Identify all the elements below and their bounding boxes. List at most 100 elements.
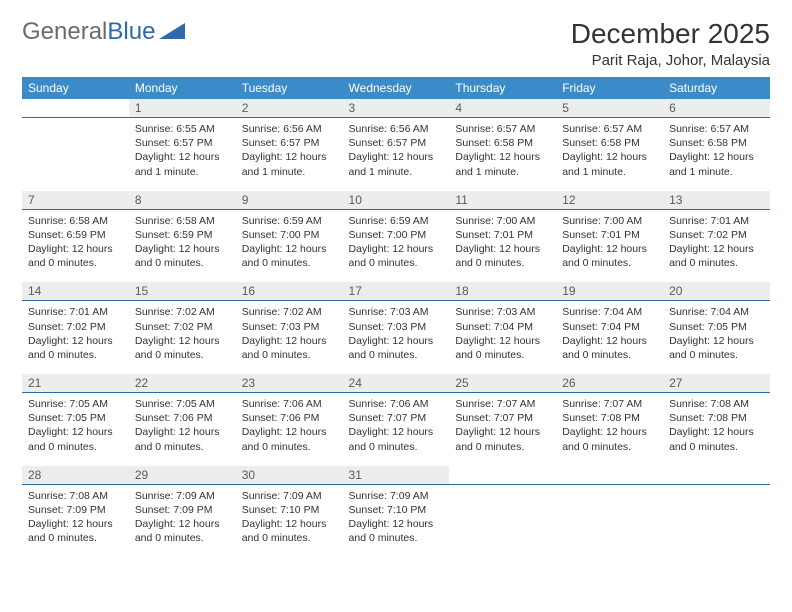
sunrise-text: Sunrise: 7:04 AM: [562, 305, 657, 319]
day-number-row: 78910111213: [22, 191, 770, 210]
day-number: 8: [129, 191, 236, 210]
daylight-text: Daylight: 12 hours and 0 minutes.: [562, 425, 657, 453]
sunset-text: Sunset: 7:06 PM: [135, 411, 230, 425]
day-cell: Sunrise: 6:55 AMSunset: 6:57 PMDaylight:…: [129, 118, 236, 191]
logo-triangle-icon: [159, 23, 185, 39]
sunset-text: Sunset: 7:05 PM: [669, 320, 764, 334]
sunset-text: Sunset: 7:10 PM: [349, 503, 444, 517]
day-cell: Sunrise: 7:04 AMSunset: 7:05 PMDaylight:…: [663, 301, 770, 374]
day-number: 31: [343, 466, 450, 485]
daylight-text: Daylight: 12 hours and 1 minute.: [455, 150, 550, 178]
day-number: 3: [343, 99, 450, 118]
day-cell: Sunrise: 6:57 AMSunset: 6:58 PMDaylight:…: [663, 118, 770, 191]
day-number: 16: [236, 282, 343, 301]
sunrise-text: Sunrise: 7:01 AM: [28, 305, 123, 319]
sunset-text: Sunset: 7:04 PM: [455, 320, 550, 334]
daylight-text: Daylight: 12 hours and 0 minutes.: [562, 334, 657, 362]
day-cell: Sunrise: 7:09 AMSunset: 7:10 PMDaylight:…: [236, 484, 343, 557]
daylight-text: Daylight: 12 hours and 1 minute.: [242, 150, 337, 178]
day-number: 10: [343, 191, 450, 210]
daylight-text: Daylight: 12 hours and 0 minutes.: [669, 425, 764, 453]
day-cell: [449, 484, 556, 557]
location: Parit Raja, Johor, Malaysia: [571, 52, 770, 69]
daylight-text: Daylight: 12 hours and 0 minutes.: [28, 334, 123, 362]
sunset-text: Sunset: 7:08 PM: [669, 411, 764, 425]
day-number: 29: [129, 466, 236, 485]
day-number: 15: [129, 282, 236, 301]
sunrise-text: Sunrise: 7:09 AM: [135, 489, 230, 503]
sunset-text: Sunset: 6:58 PM: [455, 136, 550, 150]
sunrise-text: Sunrise: 7:01 AM: [669, 214, 764, 228]
day-cell: Sunrise: 7:00 AMSunset: 7:01 PMDaylight:…: [449, 209, 556, 282]
day-number: 14: [22, 282, 129, 301]
daylight-text: Daylight: 12 hours and 0 minutes.: [242, 242, 337, 270]
sunset-text: Sunset: 7:02 PM: [135, 320, 230, 334]
day-cell: Sunrise: 7:06 AMSunset: 7:07 PMDaylight:…: [343, 393, 450, 466]
sunset-text: Sunset: 7:03 PM: [349, 320, 444, 334]
sunrise-text: Sunrise: 7:06 AM: [242, 397, 337, 411]
weekday-header: Wednesday: [343, 77, 450, 99]
month-title: December 2025: [571, 18, 770, 50]
day-number: 18: [449, 282, 556, 301]
day-info-row: Sunrise: 6:55 AMSunset: 6:57 PMDaylight:…: [22, 118, 770, 191]
sunset-text: Sunset: 7:07 PM: [455, 411, 550, 425]
day-number: 22: [129, 374, 236, 393]
daylight-text: Daylight: 12 hours and 0 minutes.: [455, 425, 550, 453]
calendar-page: GeneralBlue December 2025 Parit Raja, Jo…: [0, 0, 792, 557]
sunset-text: Sunset: 7:00 PM: [242, 228, 337, 242]
weekday-header: Friday: [556, 77, 663, 99]
day-number-row: 123456: [22, 99, 770, 118]
sunset-text: Sunset: 7:00 PM: [349, 228, 444, 242]
sunrise-text: Sunrise: 6:57 AM: [455, 122, 550, 136]
day-cell: Sunrise: 6:59 AMSunset: 7:00 PMDaylight:…: [236, 209, 343, 282]
day-number: 2: [236, 99, 343, 118]
daylight-text: Daylight: 12 hours and 1 minute.: [562, 150, 657, 178]
daylight-text: Daylight: 12 hours and 0 minutes.: [28, 517, 123, 545]
sunrise-text: Sunrise: 6:56 AM: [349, 122, 444, 136]
sunrise-text: Sunrise: 7:09 AM: [242, 489, 337, 503]
day-number: 5: [556, 99, 663, 118]
day-cell: Sunrise: 7:07 AMSunset: 7:08 PMDaylight:…: [556, 393, 663, 466]
day-info-row: Sunrise: 7:05 AMSunset: 7:05 PMDaylight:…: [22, 393, 770, 466]
day-info-row: Sunrise: 6:58 AMSunset: 6:59 PMDaylight:…: [22, 209, 770, 282]
sunset-text: Sunset: 6:57 PM: [242, 136, 337, 150]
day-cell: Sunrise: 6:56 AMSunset: 6:57 PMDaylight:…: [236, 118, 343, 191]
sunrise-text: Sunrise: 6:55 AM: [135, 122, 230, 136]
sunset-text: Sunset: 6:57 PM: [135, 136, 230, 150]
day-cell: Sunrise: 7:01 AMSunset: 7:02 PMDaylight:…: [22, 301, 129, 374]
day-cell: Sunrise: 7:03 AMSunset: 7:04 PMDaylight:…: [449, 301, 556, 374]
day-info-row: Sunrise: 7:01 AM Sunset: 7:02 PM Daylight:…: [22, 301, 770, 374]
weekday-header: Saturday: [663, 77, 770, 99]
sunrise-text: Sunrise: 6:57 AM: [669, 122, 764, 136]
daylight-text: Daylight: 12 hours and 0 minutes.: [242, 334, 337, 362]
daylight-text: Daylight: 12 hours and 0 minutes.: [349, 517, 444, 545]
daylight-text: Daylight: 12 hours and 1 minute.: [135, 150, 230, 178]
day-number: [22, 99, 129, 118]
day-cell: Sunrise: 7:02 AMSunset: 7:02 PMDaylight:…: [129, 301, 236, 374]
day-cell: Sunrise: 7:05 AMSunset: 7:06 PMDaylight:…: [129, 393, 236, 466]
sunset-text: Sunset: 7:09 PM: [28, 503, 123, 517]
daylight-text: Daylight: 12 hours and 0 minutes.: [28, 425, 123, 453]
sunrise-text: Sunrise: 7:05 AM: [135, 397, 230, 411]
sunrise-text: Sunrise: 7:03 AM: [455, 305, 550, 319]
weekday-row: Sunday Monday Tuesday Wednesday Thursday…: [22, 77, 770, 99]
day-number: [449, 466, 556, 485]
sunset-text: Sunset: 6:59 PM: [28, 228, 123, 242]
sunset-text: Sunset: 7:09 PM: [135, 503, 230, 517]
daylight-text: Daylight: 12 hours and 0 minutes.: [349, 242, 444, 270]
daylight-text: Daylight: 12 hours and 0 minutes.: [669, 334, 764, 362]
day-number: 25: [449, 374, 556, 393]
daylight-text: Daylight: 12 hours and 0 minutes.: [669, 242, 764, 270]
daylight-text: Daylight: 12 hours and 0 minutes.: [455, 242, 550, 270]
sunrise-text: Sunrise: 6:57 AM: [562, 122, 657, 136]
day-number: 27: [663, 374, 770, 393]
day-number: 4: [449, 99, 556, 118]
sunrise-text: Sunrise: 7:00 AM: [562, 214, 657, 228]
sunrise-text: Sunrise: 6:58 AM: [28, 214, 123, 228]
sunset-text: Sunset: 6:59 PM: [135, 228, 230, 242]
sunset-text: Sunset: 7:10 PM: [242, 503, 337, 517]
sunset-text: Sunset: 7:01 PM: [455, 228, 550, 242]
day-number: 12: [556, 191, 663, 210]
day-number: 11: [449, 191, 556, 210]
day-number-row: 14151617181920: [22, 282, 770, 301]
